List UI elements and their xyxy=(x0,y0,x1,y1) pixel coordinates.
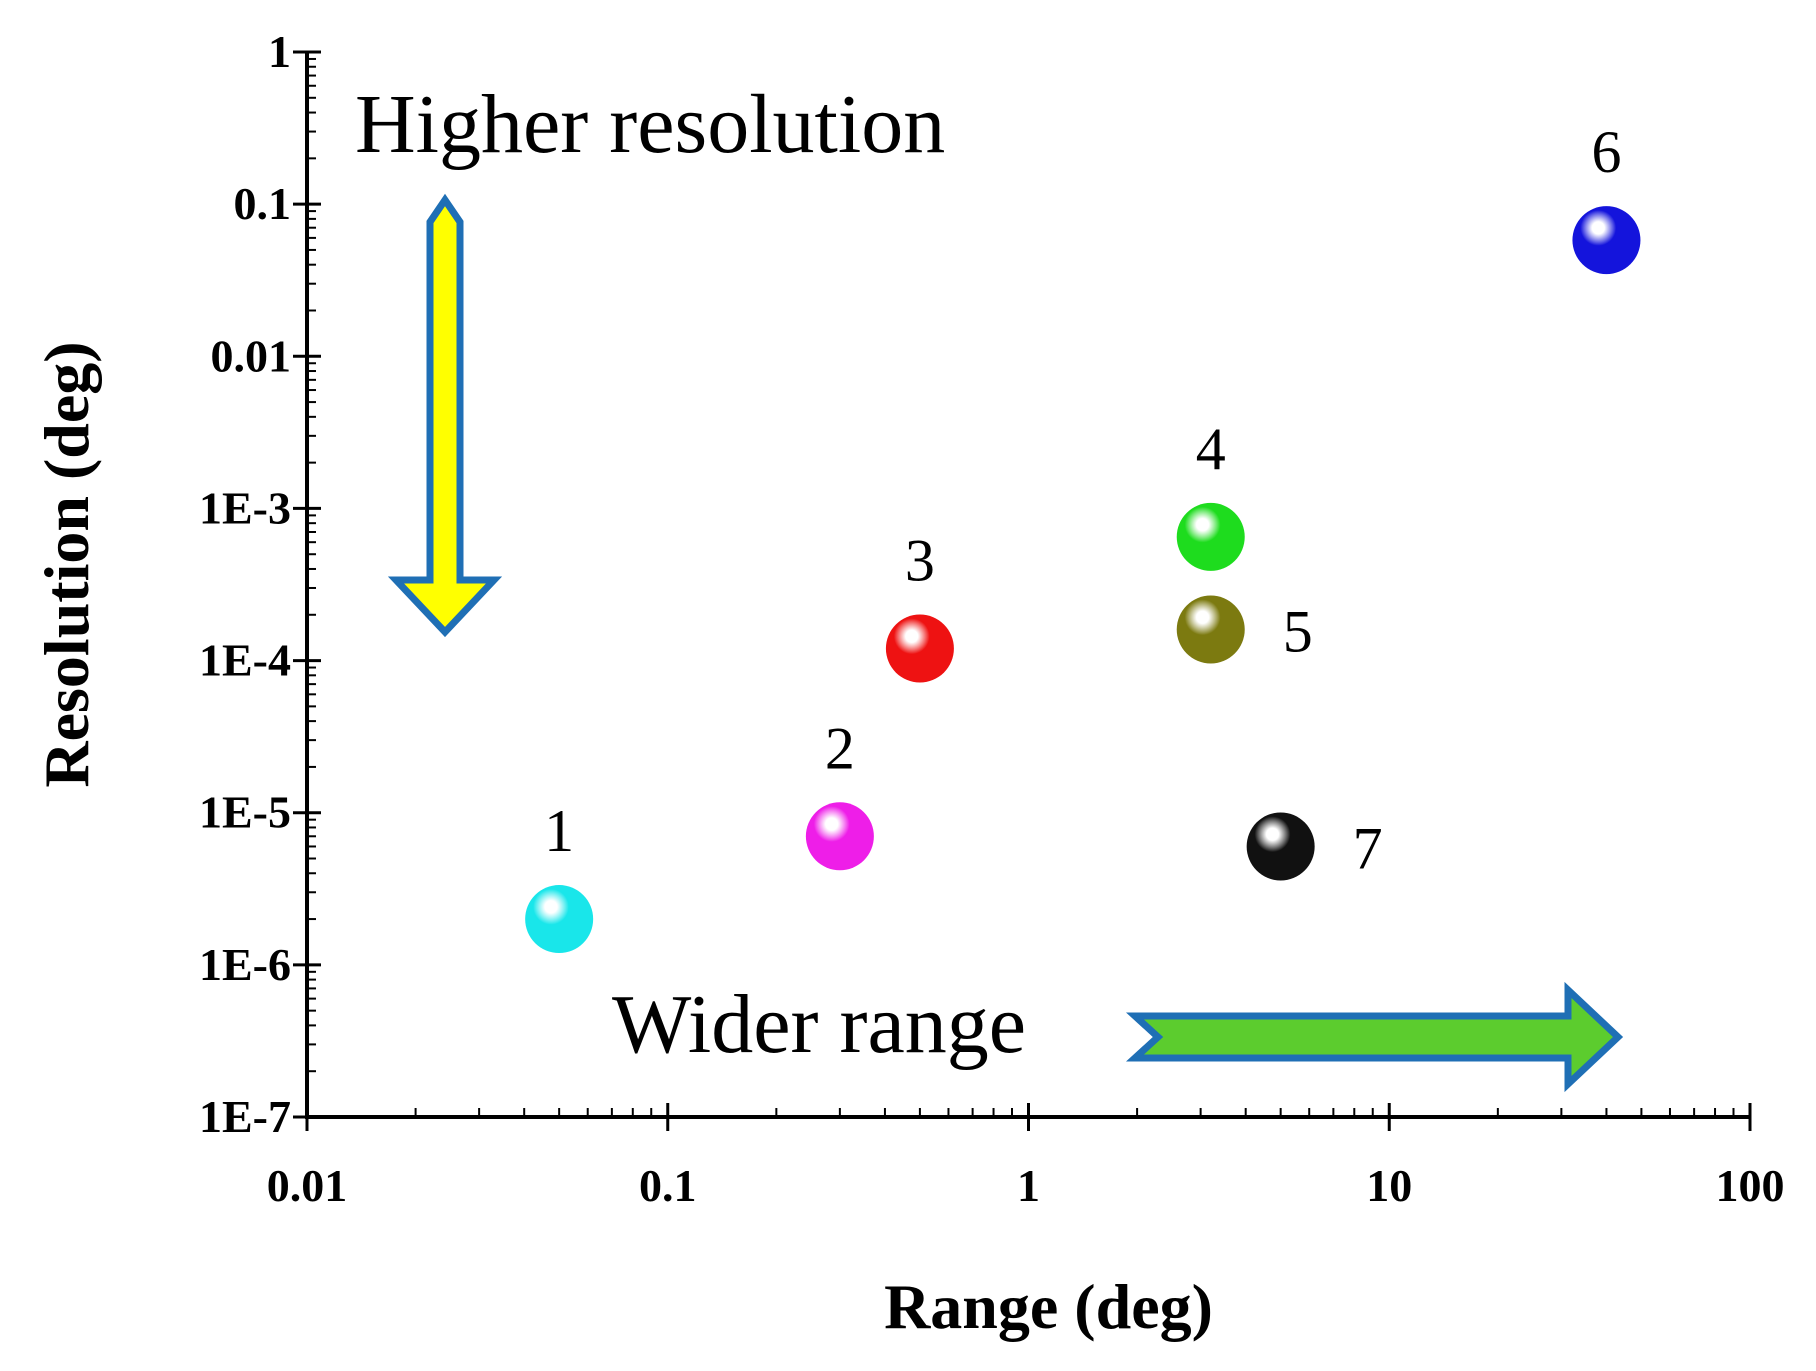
data-point-3 xyxy=(885,614,954,683)
x-tick-label: 100 xyxy=(1716,1160,1785,1211)
point-label-3: 3 xyxy=(905,528,935,594)
y-tick-label: 1E-5 xyxy=(199,787,291,838)
y-tick-labels: 1E-7 1E-6 1E-5 1E-4 1E-3 0.01 0.1 1 xyxy=(199,26,291,1142)
data-point-4 xyxy=(1176,502,1245,571)
annotation-wider-range: Wider range xyxy=(612,978,1026,1071)
point-label-1: 1 xyxy=(544,798,574,864)
y-tick-label: 1E-7 xyxy=(199,1091,291,1142)
x-tick-label: 0.1 xyxy=(639,1160,697,1211)
data-points xyxy=(525,206,1641,954)
point-labels: 1 2 3 4 5 6 7 xyxy=(544,119,1621,881)
annotation-higher-resolution: Higher resolution xyxy=(355,78,945,171)
y-axis-title: Resolution (deg) xyxy=(31,341,102,787)
point-label-6: 6 xyxy=(1591,119,1621,185)
data-point-6 xyxy=(1572,206,1641,275)
data-point-1 xyxy=(525,885,594,954)
x-tick-label: 1 xyxy=(1017,1160,1040,1211)
y-tick-label: 0.1 xyxy=(234,178,292,229)
x-axis-title: Range (deg) xyxy=(884,1271,1213,1342)
point-label-2: 2 xyxy=(825,715,855,781)
y-tick-label: 0.01 xyxy=(211,330,292,381)
y-tick-label: 1E-4 xyxy=(199,635,291,686)
arrow-down-icon xyxy=(387,193,503,638)
point-label-7: 7 xyxy=(1353,815,1383,881)
data-point-5 xyxy=(1176,595,1245,664)
point-label-5: 5 xyxy=(1283,599,1313,665)
arrow-right-icon xyxy=(1125,981,1624,1093)
x-tick-labels: 0.01 0.1 1 10 100 xyxy=(267,1160,1785,1211)
y-tick-label: 1 xyxy=(268,26,291,77)
y-tick-label: 1E-6 xyxy=(199,939,291,990)
y-tick-label: 1E-3 xyxy=(199,482,291,533)
data-point-7 xyxy=(1246,812,1315,881)
x-tick-label: 10 xyxy=(1366,1160,1412,1211)
point-label-4: 4 xyxy=(1196,416,1226,482)
x-tick-label: 0.01 xyxy=(267,1160,348,1211)
data-point-2 xyxy=(805,802,874,871)
